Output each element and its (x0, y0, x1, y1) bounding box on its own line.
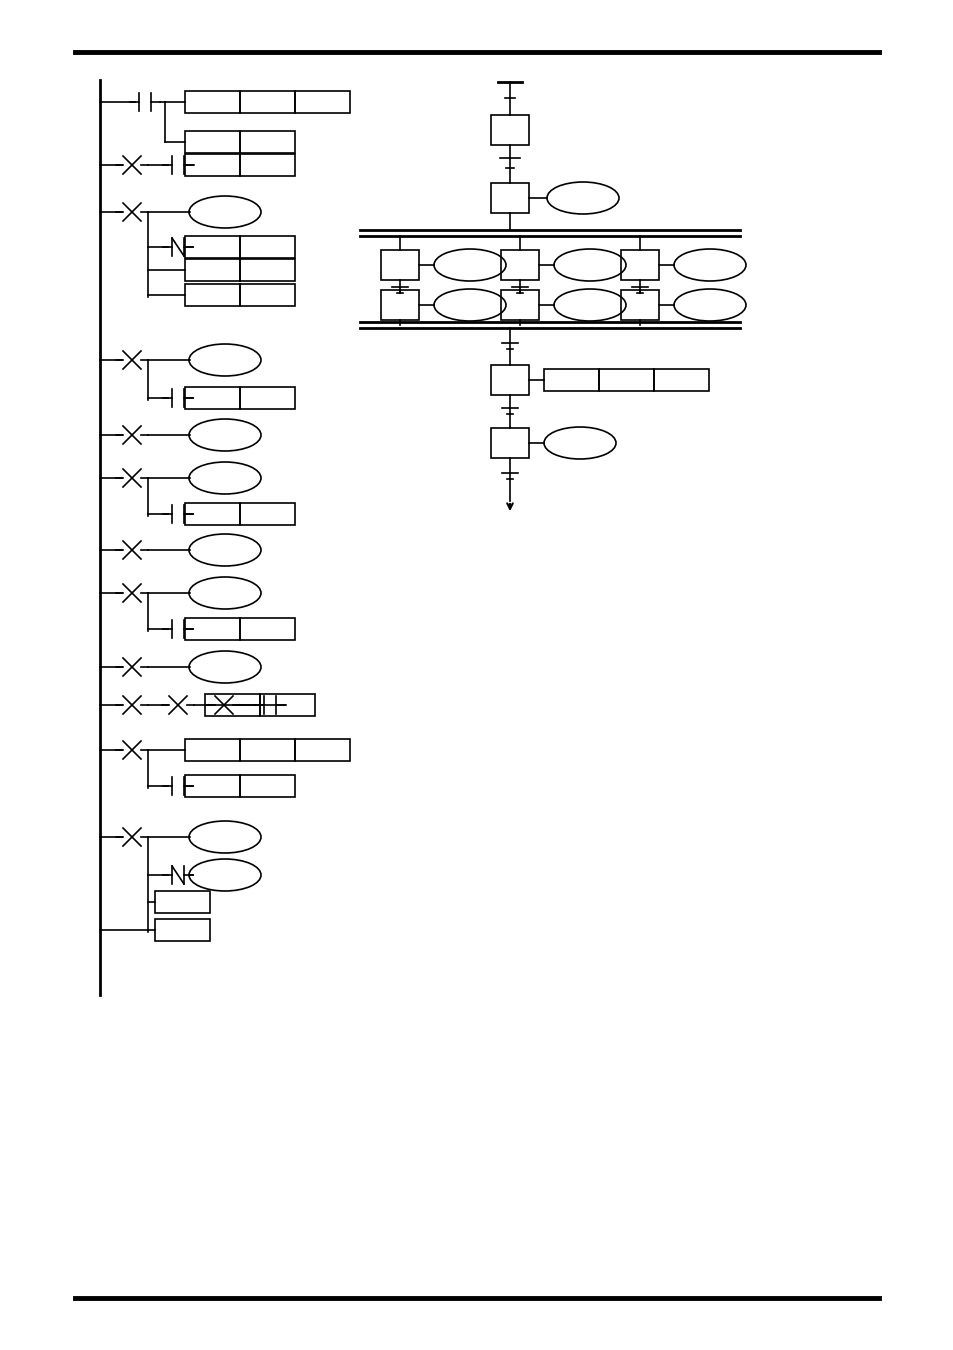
Bar (240, 131, 294, 153)
Bar (185, 236, 240, 258)
Bar (620, 290, 659, 320)
Bar (185, 131, 240, 153)
Bar (598, 369, 654, 391)
Bar (491, 184, 529, 213)
Bar (260, 694, 314, 716)
Bar (491, 364, 529, 396)
Bar (185, 775, 240, 796)
Bar (380, 290, 418, 320)
Bar (185, 284, 240, 306)
Bar (620, 250, 659, 279)
Bar (380, 250, 418, 279)
Bar (240, 775, 294, 796)
Bar (491, 428, 529, 458)
Bar (294, 738, 350, 761)
Bar (240, 618, 294, 640)
Bar (154, 891, 210, 913)
Bar (500, 290, 538, 320)
Bar (205, 694, 260, 716)
Bar (185, 154, 240, 176)
Bar (185, 259, 240, 281)
Bar (543, 369, 598, 391)
Bar (185, 738, 240, 761)
Bar (154, 919, 210, 941)
Bar (185, 504, 240, 525)
Bar (185, 387, 240, 409)
Bar (654, 369, 708, 391)
Bar (240, 284, 294, 306)
Bar (240, 504, 294, 525)
Bar (294, 90, 350, 113)
Bar (240, 236, 294, 258)
Bar (240, 154, 294, 176)
Bar (240, 387, 294, 409)
Bar (240, 259, 294, 281)
Bar (240, 738, 294, 761)
Bar (491, 115, 529, 144)
Bar (185, 90, 240, 113)
Bar (240, 90, 294, 113)
Bar (500, 250, 538, 279)
Bar (185, 618, 240, 640)
